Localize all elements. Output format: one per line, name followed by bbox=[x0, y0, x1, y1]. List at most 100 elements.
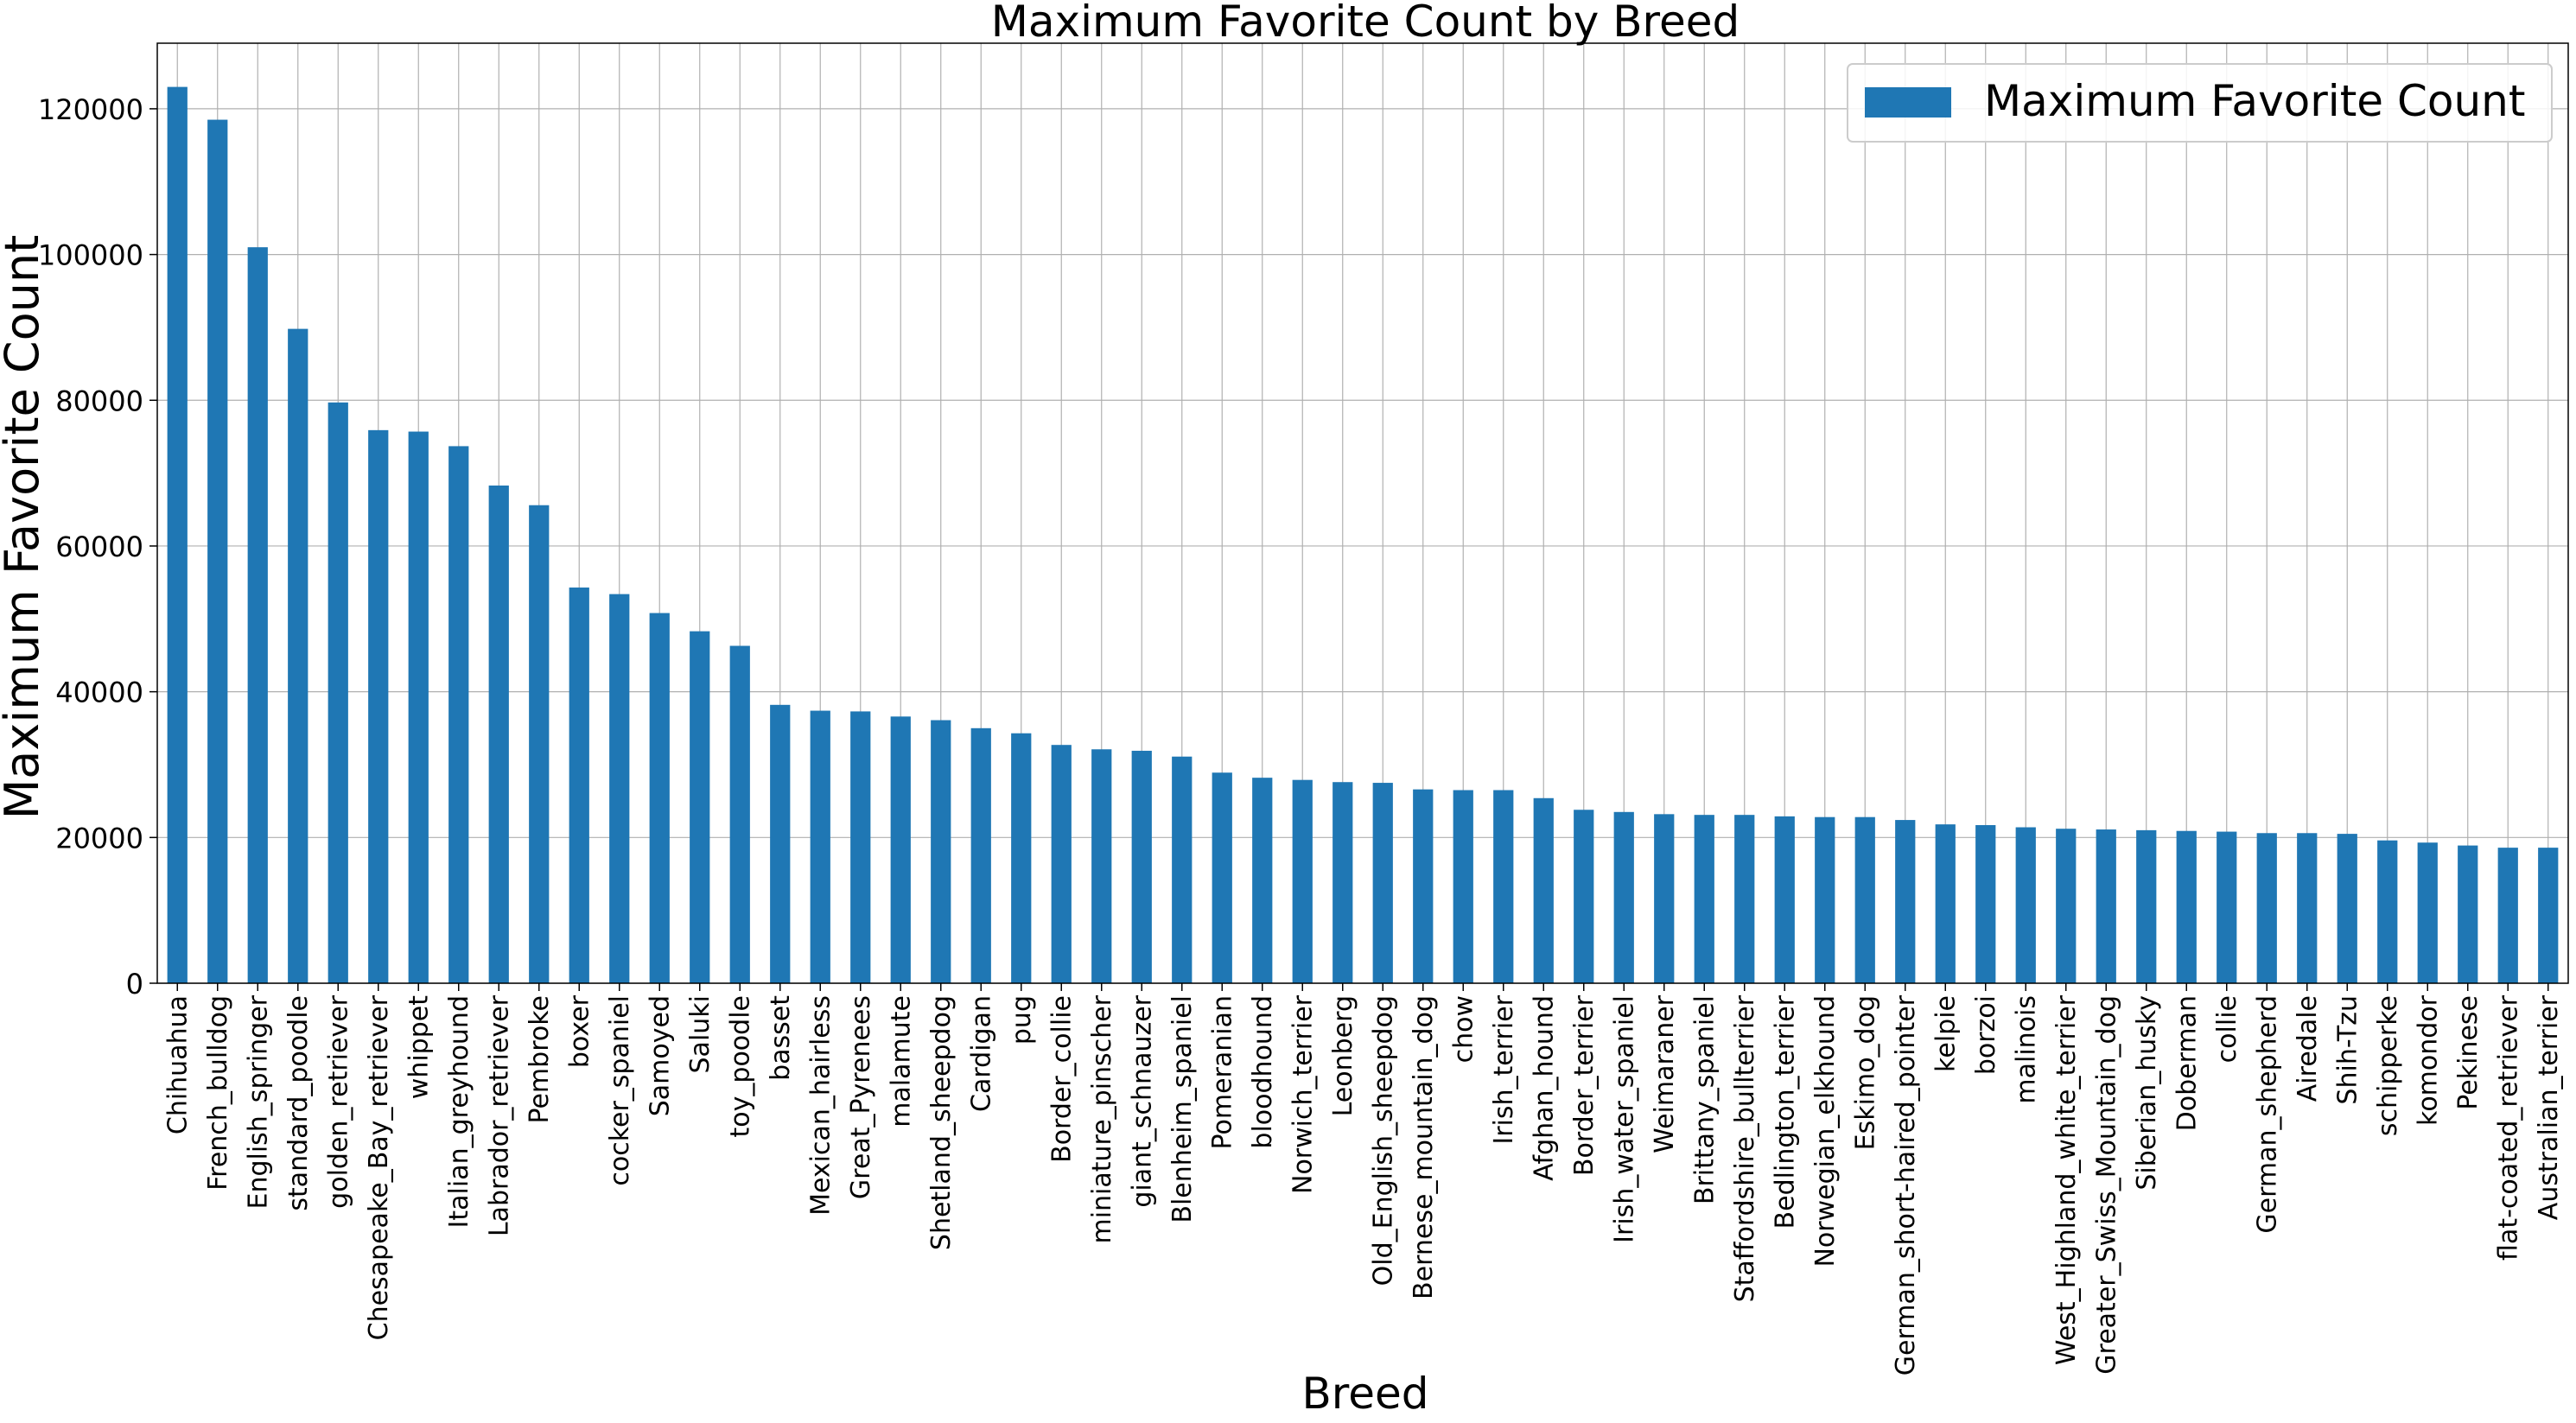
x-tick-label: Blenheim_spaniel bbox=[1167, 995, 1198, 1223]
bar-saluki bbox=[690, 631, 710, 983]
bar-weimaraner bbox=[1654, 814, 1675, 983]
x-tick-label: Siberian_husky bbox=[2132, 995, 2162, 1191]
x-tick-label: Norwich_terrier bbox=[1288, 994, 1318, 1194]
bar-cocker-spaniel bbox=[609, 594, 630, 983]
x-tick-label: Cardigan bbox=[966, 995, 996, 1112]
bar-borzoi bbox=[1975, 824, 1996, 983]
x-tick-label: German_short-haired_pointer bbox=[1891, 994, 1921, 1375]
bar-collie bbox=[2217, 831, 2237, 983]
y-tick-label: 0 bbox=[126, 968, 143, 1001]
grid-lines bbox=[157, 43, 2568, 984]
x-tick-label: standard_poodle bbox=[283, 995, 314, 1211]
bar-bernese-mountain-dog bbox=[1413, 789, 1434, 983]
legend-label: Maximum Favorite Count bbox=[1984, 76, 2525, 126]
x-tick-label: schipperke bbox=[2373, 995, 2403, 1136]
x-tick-label: Irish_water_spaniel bbox=[1609, 995, 1639, 1243]
x-tick-label: Chihuahua bbox=[162, 995, 193, 1134]
bar-greater-swiss-mountain-dog bbox=[2096, 829, 2116, 983]
legend-swatch bbox=[1865, 87, 1951, 118]
bar-german-shepherd bbox=[2256, 833, 2277, 983]
bar-labrador-retriever bbox=[488, 485, 509, 983]
bar-leonberg bbox=[1333, 782, 1353, 983]
x-tick-label: Greater_Swiss_Mountain_dog bbox=[2091, 995, 2121, 1375]
x-tick-label: bloodhound bbox=[1248, 995, 1278, 1149]
x-tick-label: golden_retriever bbox=[323, 994, 353, 1208]
x-tick-label: basset bbox=[766, 995, 796, 1081]
bar-malinois bbox=[2015, 827, 2036, 983]
x-axis-ticks: Chihuahua French_bulldog English_springer s… bbox=[162, 983, 2564, 1375]
x-tick-label: chow bbox=[1448, 995, 1479, 1063]
bar-boxer bbox=[569, 588, 589, 983]
bar-siberian-husky bbox=[2136, 829, 2157, 983]
bar-mexican-hairless bbox=[810, 710, 830, 983]
y-tick-label: 100000 bbox=[38, 239, 143, 272]
bar-chihuahua bbox=[167, 86, 188, 984]
y-tick-label: 120000 bbox=[38, 93, 143, 126]
x-tick-label: Bedlington_terrier bbox=[1770, 994, 1800, 1229]
x-tick-label: Mexican_hairless bbox=[805, 995, 836, 1216]
x-axis-label: Breed bbox=[1301, 1369, 1428, 1419]
x-tick-label: boxer bbox=[564, 994, 595, 1068]
bar-afghan-hound bbox=[1533, 797, 1554, 983]
bar-norwegian-elkhound bbox=[1815, 816, 1835, 983]
x-tick-label: Irish_terrier bbox=[1489, 994, 1519, 1144]
bar-airedale bbox=[2297, 833, 2318, 983]
x-tick-label: malamute bbox=[886, 995, 916, 1128]
plot-frame bbox=[156, 42, 2569, 984]
bar-australian-terrier bbox=[2538, 848, 2559, 983]
x-tick-label: Bernese_mountain_dog bbox=[1409, 995, 1439, 1299]
legend-box bbox=[1847, 63, 2553, 143]
x-tick-label: malinois bbox=[2011, 995, 2041, 1104]
bar-staffordshire-bullterrier bbox=[1734, 815, 1755, 983]
x-tick-label: Airedale bbox=[2293, 995, 2323, 1102]
x-tick-label: komondor bbox=[2413, 994, 2443, 1126]
bar-whippet bbox=[408, 431, 429, 984]
x-tick-label: West_Highland_white_terrier bbox=[2051, 994, 2082, 1365]
x-tick-label: collie bbox=[2212, 995, 2242, 1063]
x-tick-label: giant_schnauzer bbox=[1127, 994, 1157, 1207]
y-axis-ticks: 0 20000 40000 60000 80000 100000 120000 bbox=[38, 93, 157, 1001]
bar-shih-tzu bbox=[2337, 834, 2357, 983]
bar-giant-schnauzer bbox=[1131, 750, 1152, 983]
bar-french-bulldog bbox=[207, 119, 228, 984]
bar-cardigan bbox=[970, 727, 991, 983]
bar-pug bbox=[1011, 733, 1032, 983]
x-tick-label: Samoyed bbox=[645, 995, 675, 1116]
bar-flat-coated-retriever bbox=[2497, 848, 2518, 983]
x-tick-label: Eskimo_dog bbox=[1850, 995, 1880, 1150]
x-tick-label: Doberman bbox=[2172, 995, 2202, 1131]
bar-kelpie bbox=[1935, 824, 1956, 983]
x-tick-label: Saluki bbox=[685, 995, 716, 1073]
x-tick-label: Brittany_spaniel bbox=[1689, 995, 1720, 1204]
y-tick-label: 80000 bbox=[55, 384, 143, 417]
x-tick-label: flat-coated_retriever bbox=[2493, 994, 2523, 1261]
bar-malamute bbox=[890, 716, 911, 983]
x-tick-label: toy_poodle bbox=[725, 995, 755, 1137]
x-tick-label: miniature_pinscher bbox=[1087, 994, 1117, 1243]
bar-komondor bbox=[2417, 842, 2438, 983]
x-tick-label: Old_English_sheepdog bbox=[1368, 995, 1398, 1286]
x-tick-label: Pomeranian bbox=[1207, 995, 1237, 1150]
legend: Maximum Favorite Count bbox=[1847, 63, 2553, 143]
x-tick-label: Italian_greyhound bbox=[444, 995, 474, 1228]
bar-brittany-spaniel bbox=[1694, 815, 1714, 983]
bar-west-highland-white-terrier bbox=[2056, 829, 2077, 983]
x-tick-label: Border_collie bbox=[1046, 995, 1077, 1163]
x-tick-label: Chesapeake_Bay_retriever bbox=[364, 994, 394, 1340]
bar-pembroke bbox=[529, 505, 550, 983]
x-tick-label: whippet bbox=[404, 995, 434, 1099]
bar-norwich-terrier bbox=[1292, 779, 1313, 983]
x-tick-label: Leonberg bbox=[1328, 995, 1358, 1116]
x-tick-label: Staffordshire_bullterrier bbox=[1730, 994, 1760, 1302]
bar-border-collie bbox=[1051, 745, 1072, 983]
x-tick-label: Shetland_sheepdog bbox=[926, 995, 957, 1250]
bar-standard-poodle bbox=[288, 328, 308, 983]
bar-chesapeake-bay-retriever bbox=[368, 429, 389, 983]
bar-doberman bbox=[2176, 830, 2197, 983]
x-tick-label: Labrador_retriever bbox=[484, 994, 514, 1236]
bar-great-pyrenees bbox=[850, 711, 871, 983]
bar-bedlington-terrier bbox=[1774, 816, 1795, 983]
bar-samoyed bbox=[649, 613, 670, 983]
bar-irish-water-spaniel bbox=[1613, 811, 1634, 983]
x-tick-label: Pekinese bbox=[2453, 995, 2484, 1110]
